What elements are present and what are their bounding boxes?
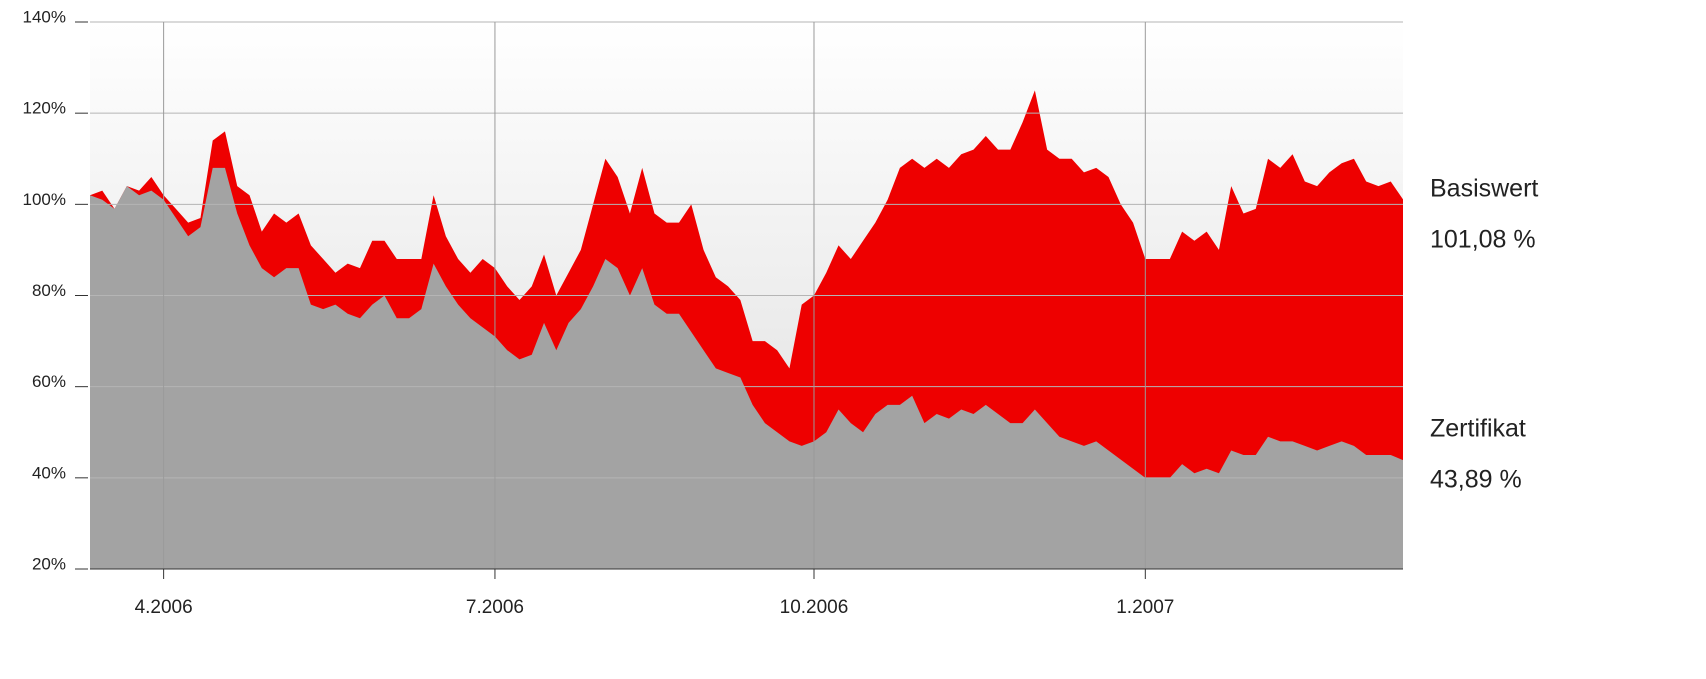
legend-label: Basiswert [1430, 175, 1538, 203]
x-tick-label: 4.2006 [135, 597, 193, 618]
x-tick-label: 1.2007 [1116, 597, 1174, 618]
legend-label: Zertifikat [1430, 415, 1526, 443]
y-tick-label: 80% [32, 281, 66, 300]
x-tick-label: 10.2006 [780, 597, 849, 618]
x-tick-label: 7.2006 [466, 597, 524, 618]
y-tick-label: 120% [23, 99, 66, 118]
value-label: 43,89 % [1430, 466, 1522, 494]
y-tick-label: 40% [32, 463, 66, 482]
area [90, 167, 1403, 569]
y-tick-label: 20% [32, 554, 66, 573]
value-label: 101,08 % [1430, 226, 1536, 254]
y-tick-label: 60% [32, 372, 66, 391]
y-tick-label: 140% [23, 7, 66, 26]
y-tick-label: 100% [23, 190, 66, 209]
